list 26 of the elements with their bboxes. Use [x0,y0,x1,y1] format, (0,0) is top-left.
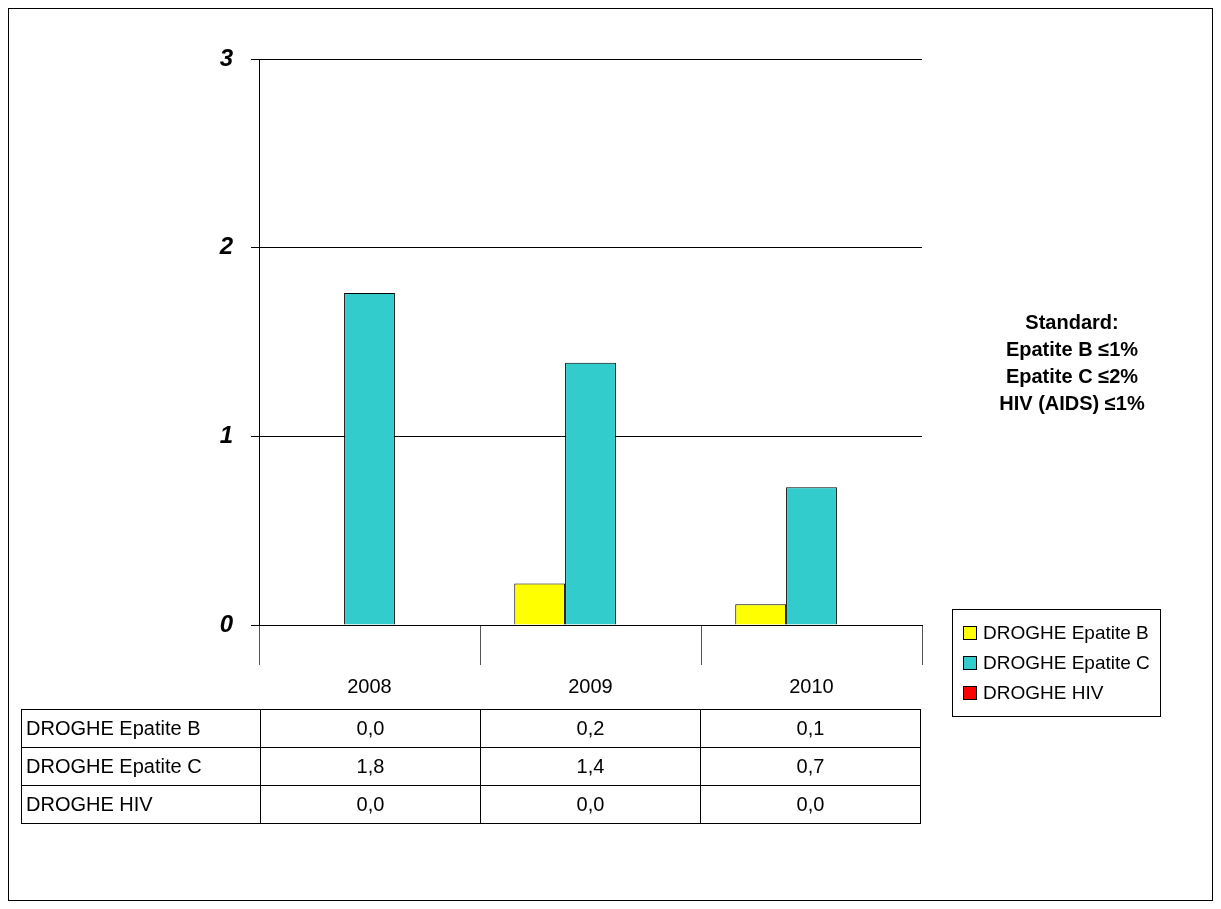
x-tick-label: 2008 [347,674,392,697]
data-label: 0,7 [700,747,921,786]
text: Standard: [1024,310,1120,335]
text: DROGHE Epatite C [26,755,202,777]
text: DROGHE Epatite B [26,717,201,739]
data-label: 1,8 [260,747,481,786]
legend-label: DROGHE Epatite B [983,622,1149,644]
legend-label: DROGHE Epatite C [983,652,1150,674]
text: Epatite C ≤2% [1004,364,1140,389]
y-tick-label: 2 [218,232,234,260]
data-label: 0,2 [480,709,701,748]
data-label: 0,0 [700,785,921,824]
y-tick-label: 0 [219,609,234,637]
data-label: 1,4 [480,747,701,786]
data-label: 0,1 [700,709,921,748]
data-label: 0,0 [260,785,481,824]
data-label: 0,0 [480,785,701,824]
text: Epatite B ≤1% [1004,337,1140,362]
data-label: 0,0 [260,709,481,748]
legend-label: DROGHE HIV [983,682,1104,704]
y-tick-label: 1 [219,420,233,448]
x-tick-label: 2009 [568,674,613,697]
text: DROGHE HIV [26,793,153,815]
x-tick-label: 2010 [789,674,834,697]
text: HIV (AIDS) ≤1% [998,391,1146,416]
y-tick-label: 3 [219,43,234,71]
